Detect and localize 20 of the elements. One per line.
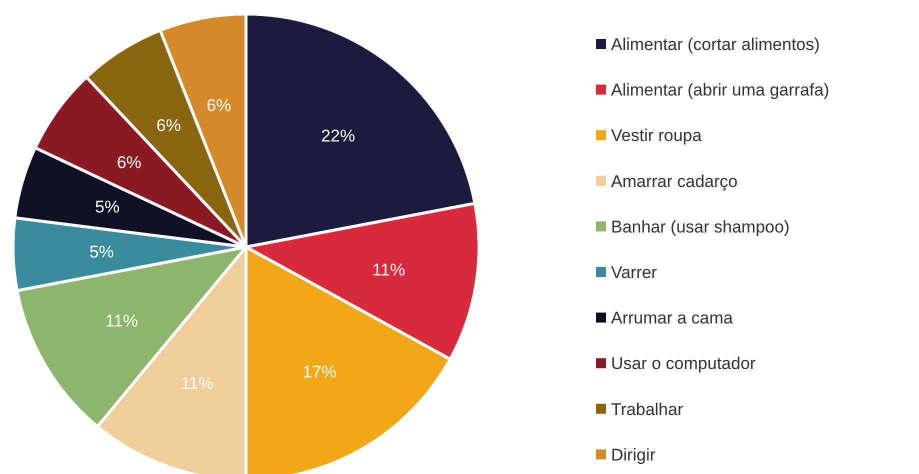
data-label: 11%: [105, 311, 138, 330]
legend-label: Alimentar (abrir uma garrafa): [611, 80, 830, 100]
legend-label: Arrumar a cama: [611, 308, 734, 328]
data-label: 5%: [89, 242, 114, 262]
legend-label: Alimentar (cortar alimentos): [611, 34, 820, 54]
data-label: 6%: [156, 116, 181, 135]
legend-label: Varrer: [611, 262, 658, 282]
legend-label: Amarrar cadarço: [611, 172, 738, 191]
legend-label: Trabalhar: [611, 400, 684, 419]
data-label: 11%: [180, 374, 214, 393]
data-label: 22%: [321, 126, 356, 146]
data-label: 6%: [116, 153, 142, 172]
legend-label: Usar o computador: [611, 354, 756, 374]
legend-label: Dirigir: [611, 445, 656, 464]
data-label: 6%: [206, 96, 232, 116]
data-label: 17%: [302, 362, 337, 382]
data-label: 11%: [372, 260, 406, 280]
legend-label: Vestir roupa: [611, 126, 702, 146]
data-label: 5%: [94, 198, 120, 217]
legend-label: Banhar (usar shampoo): [611, 217, 790, 236]
